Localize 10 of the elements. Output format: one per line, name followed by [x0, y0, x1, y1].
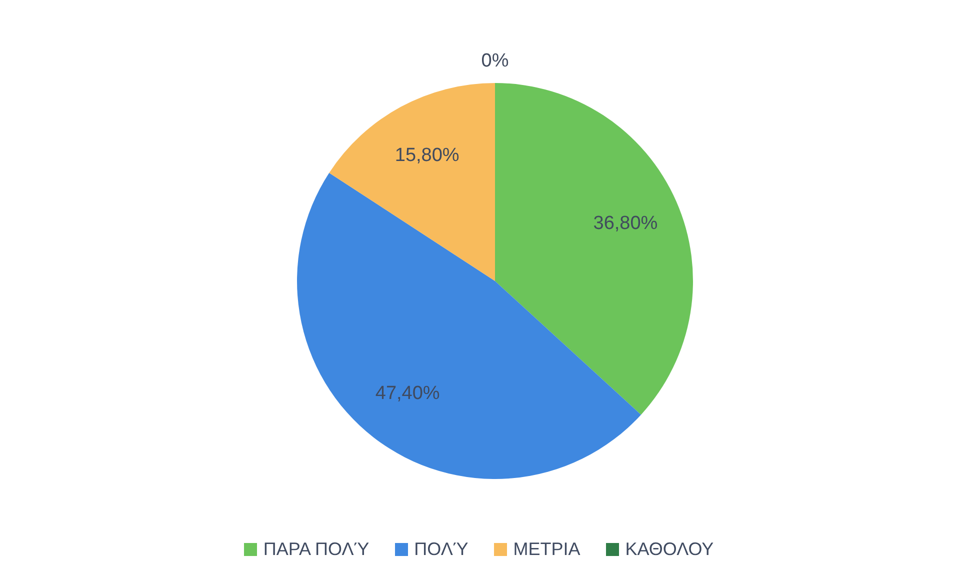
- data-label: 36,80%: [593, 213, 658, 234]
- pie-slice: [495, 83, 693, 415]
- data-label: 47,40%: [375, 383, 440, 404]
- legend-label: ΜΕΤΡΙΑ: [513, 539, 580, 560]
- pie-slice: [329, 83, 495, 281]
- legend-label: ΠΟΛΎ: [414, 539, 468, 560]
- data-label: 15,80%: [394, 145, 460, 166]
- legend-label: ΚΑΘΟΛΟΥ: [625, 539, 714, 560]
- legend-label: ΠΑΡΑ ΠΟΛΎ: [263, 539, 370, 560]
- text: 0%: [481, 50, 509, 72]
